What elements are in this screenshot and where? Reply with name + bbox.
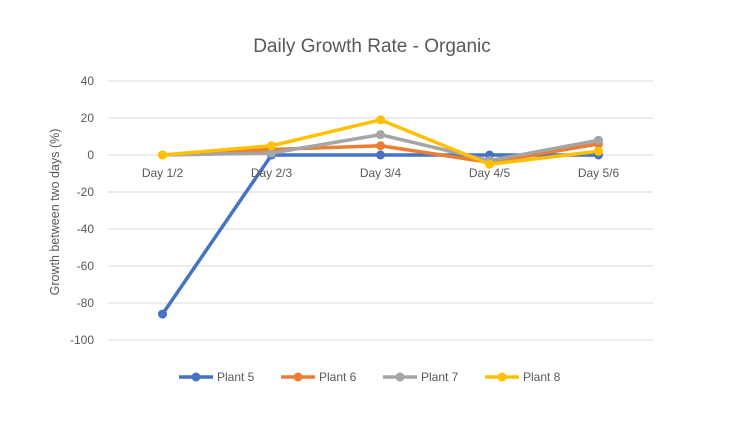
y-tick-label: -40 [77,222,95,236]
legend-swatch-marker [395,372,405,382]
x-tick-label: Day 4/5 [469,166,511,180]
data-point [376,150,385,160]
x-tick-label: Day 1/2 [142,166,184,180]
y-tick-label: -20 [77,185,95,199]
x-tick-label: Day 5/6 [578,166,620,180]
legend-swatch-marker [293,372,303,382]
data-point [594,146,603,156]
data-point [158,309,167,319]
chart-title: Daily Growth Rate - Organic [253,36,491,57]
y-tick-label: 40 [81,74,95,88]
legend-swatch-marker [497,372,507,382]
data-point [376,115,385,125]
legend-item: Plant 6 [281,370,357,384]
y-tick-label: 0 [87,148,94,162]
data-point [158,150,167,160]
data-point [485,159,494,169]
y-tick-label: -60 [77,259,95,273]
series-plant-8 [158,115,603,169]
data-point [267,148,276,158]
x-tick-label: Day 2/3 [251,166,293,180]
x-tick-label: Day 3/4 [360,166,402,180]
y-tick-label: -80 [77,296,95,310]
legend-item: Plant 8 [485,370,561,384]
legend-label: Plant 8 [523,370,561,384]
legend-label: Plant 5 [217,370,255,384]
legend-swatch-marker [191,372,201,382]
data-point [376,130,385,140]
legend-label: Plant 6 [319,370,357,384]
legend-label: Plant 7 [421,370,459,384]
legend-item: Plant 5 [179,370,255,384]
y-tick-label: -100 [70,333,94,347]
y-tick-label: 20 [81,111,95,125]
data-point [594,135,603,145]
data-point [267,141,276,151]
x-axis-ticks: Day 1/2 Day 2/3 Day 3/4 Day 4/5 Day 5/6 [142,166,620,180]
y-axis-title: Growth between two days (%) [48,129,62,296]
series-group [158,115,603,319]
data-point [376,141,385,151]
y-axis-ticks: 40 20 0 -20 -40 -60 -80 -100 [70,74,94,347]
legend-item: Plant 7 [383,370,459,384]
legend: Plant 5 Plant 6 Plant 7 Plant 8 [179,370,561,384]
